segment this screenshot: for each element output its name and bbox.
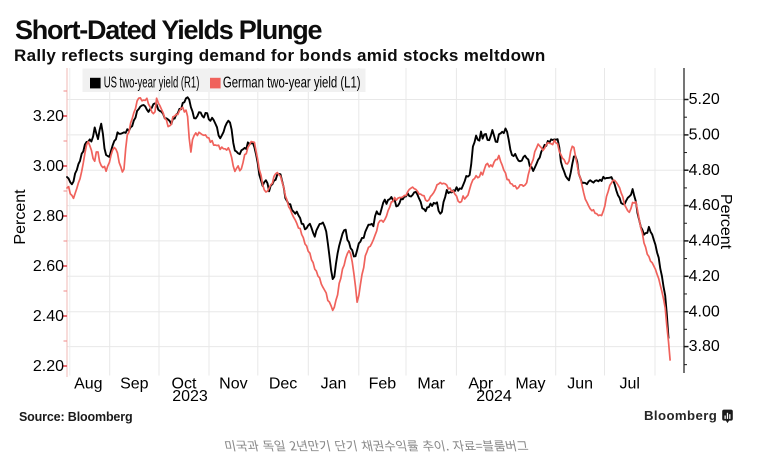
svg-text:Nov: Nov xyxy=(219,375,247,392)
svg-text:2.60: 2.60 xyxy=(33,258,64,275)
svg-text:2023: 2023 xyxy=(172,388,208,405)
svg-text:4.00: 4.00 xyxy=(689,303,720,320)
svg-text:Jun: Jun xyxy=(567,375,593,392)
svg-text:2.80: 2.80 xyxy=(33,208,64,225)
svg-text:2024: 2024 xyxy=(476,388,512,405)
svg-text:Jan: Jan xyxy=(321,375,347,392)
svg-text:Sep: Sep xyxy=(120,375,149,392)
svg-text:3.00: 3.00 xyxy=(33,158,64,175)
svg-text:5.00: 5.00 xyxy=(689,127,720,144)
svg-text:German two-year yield (L1): German two-year yield (L1) xyxy=(223,74,361,91)
svg-text:5.20: 5.20 xyxy=(689,91,720,108)
svg-text:Apr: Apr xyxy=(468,375,494,392)
svg-text:Mar: Mar xyxy=(417,375,445,392)
svg-text:Feb: Feb xyxy=(369,375,397,392)
svg-text:4.40: 4.40 xyxy=(689,233,720,250)
svg-text:3.20: 3.20 xyxy=(33,108,64,125)
svg-text:3.80: 3.80 xyxy=(689,338,720,355)
svg-text:4.60: 4.60 xyxy=(689,197,720,214)
svg-text:4.20: 4.20 xyxy=(689,268,720,285)
svg-text:Percent: Percent xyxy=(717,194,734,250)
svg-text:2.40: 2.40 xyxy=(33,308,64,325)
svg-text:Oct: Oct xyxy=(172,375,197,392)
svg-text:2.20: 2.20 xyxy=(33,358,64,375)
svg-text:US two-year yield (R1): US two-year yield (R1) xyxy=(104,74,200,91)
svg-text:Percent: Percent xyxy=(12,189,29,245)
svg-text:May: May xyxy=(515,375,545,392)
svg-text:Jul: Jul xyxy=(620,375,640,392)
svg-text:Dec: Dec xyxy=(269,375,297,392)
svg-text:4.80: 4.80 xyxy=(689,162,720,179)
svg-text:Aug: Aug xyxy=(74,375,102,392)
